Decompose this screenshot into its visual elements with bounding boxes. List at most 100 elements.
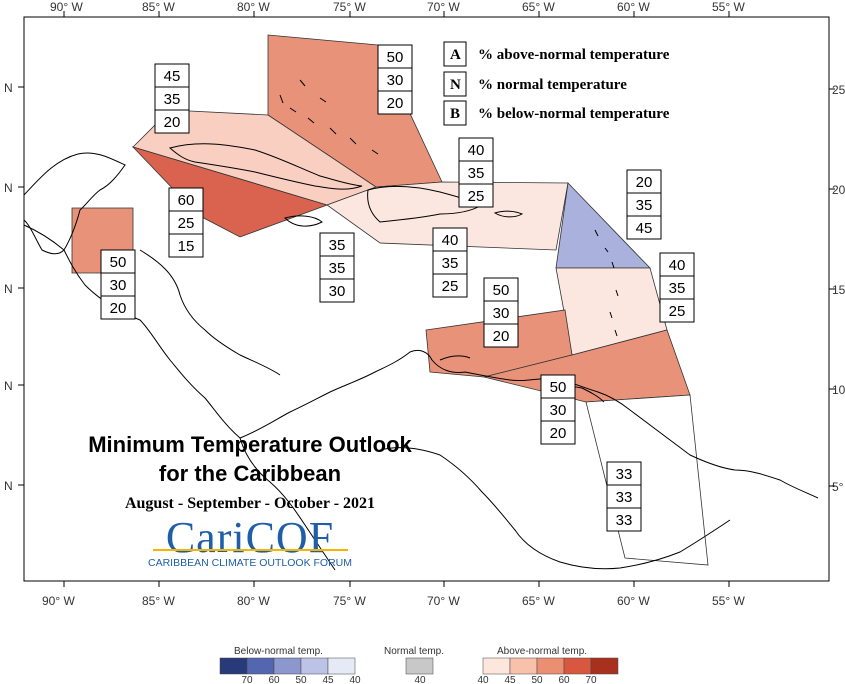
lat-label-right-5: 5° [832,480,844,494]
lon-label-top-90: 90° W [50,0,83,14]
bottom-longitude-labels: 90° W 85° W 80° W 75° W 70° W 65° W 60° … [42,594,745,608]
prob-value-above: 50 [110,254,127,271]
below-swatch-3 [300,657,329,675]
prob-value-normal: 33 [616,489,633,506]
lesser-antilles-islands [594,229,619,337]
prob-value-below: 20 [387,95,404,112]
prob-value-above: 40 [669,257,686,274]
prob-value-above: 50 [550,379,567,396]
lon-label-top-65: 65° W [522,0,555,14]
yucatan-coast [23,152,126,255]
prob-value-below: 33 [616,512,633,529]
right-latitude-labels: 25° 20° 15° 10° 5° [832,83,845,494]
lon-label-top-80: 80° W [237,0,270,14]
prob-cell-below [154,109,190,134]
map-title-line2: for the Caribbean [159,461,341,486]
prob-value-below: 20 [493,328,510,345]
legend-normal-label: Normal temp. [384,646,444,657]
above-swatch-2 [536,657,565,675]
lon-label-bottom-70: 70° W [427,594,460,608]
prob-value-above: 45 [164,68,181,85]
lat-label-left-15: N [4,282,13,296]
above-swatch-3 [563,657,592,675]
prob-value-normal: 25 [178,215,195,232]
venezuela-inland-border [379,447,731,570]
prob-value-normal: 30 [110,277,127,294]
prob-cell-below [606,507,642,532]
below-tick-0: 70 [241,675,253,684]
prob-cell-below [540,420,576,445]
prob-value-normal: 35 [636,197,653,214]
prob-value-above: 60 [178,192,195,209]
lon-label-bottom-90: 90° W [42,594,75,608]
probability-labels: 50 30 20 45 35 20 60 25 15 50 30 20 35 35 30 40 35 25 40 35… [100,44,695,532]
hispaniola-coast [367,185,484,223]
prob-value-below: 30 [329,283,346,300]
normal-swatch [405,657,434,675]
prob-cell-below [377,90,413,115]
prob-value-below: 25 [442,278,459,295]
lat-label-left-20: N [4,181,13,195]
above-tick-4: 70 [585,675,597,684]
above-swatch-0 [482,657,511,675]
lat-label-left-25: N [4,81,13,95]
below-tick-2: 50 [295,675,307,684]
above-tick-3: 60 [558,675,570,684]
prob-cell-below [100,295,136,320]
prob-box-guianas: 33 33 33 [606,461,642,532]
map-title-line1: Minimum Temperature Outlook [88,432,412,457]
lon-label-bottom-65: 65° W [522,594,555,608]
prob-value-below: 25 [468,188,485,205]
prob-box-belize: 50 30 20 [100,249,136,320]
above-swatch-4 [590,657,619,675]
map-title-block: Minimum Temperature Outlook for the Cari… [88,432,412,512]
frame-ticks [18,11,835,587]
prob-value-normal: 30 [387,72,404,89]
prob-value-above: 40 [468,142,485,159]
lon-label-bottom-55: 55° W [712,594,745,608]
prob-box-cayman: 60 25 15 [168,187,204,258]
below-swatch-2 [273,657,302,675]
prob-box-hispaniola-pr: 40 35 25 [432,227,468,298]
lon-label-top-55: 55° W [712,0,745,14]
prob-value-above: 50 [387,49,404,66]
prob-value-above: 33 [616,466,633,483]
lon-label-top-70: 70° W [427,0,460,14]
cuba-coast [168,143,363,190]
lat-label-right-15: 15° [832,283,845,297]
coastlines [23,79,819,571]
key-text-n: % normal temperature [478,77,627,93]
lon-label-bottom-80: 80° W [237,594,270,608]
honduras-coast [139,249,281,376]
prob-box-jamaica: 35 35 30 [319,232,355,303]
prob-value-below: 25 [669,303,686,320]
key-box-n [443,71,467,97]
prob-box-trinidad: 50 30 20 [540,374,576,445]
key-letter-b: B [450,106,460,122]
legend-below-label: Below-normal temp. [234,646,323,657]
prob-value-normal: 30 [493,305,510,322]
lat-label-left-5: N [4,479,13,493]
lon-label-bottom-75: 75° W [333,594,366,608]
logo-wordmark: CariCOF [166,513,334,562]
prob-value-normal: 35 [669,280,686,297]
prob-box-windward: 40 35 25 [659,252,695,323]
jamaica-coast [284,215,323,227]
lon-label-top-75: 75° W [333,0,366,14]
bahamas-islands [279,79,379,155]
below-swatch-0 [219,657,248,675]
prob-cell-below [432,273,468,298]
prob-box-bahamas-ne: 50 30 20 [377,44,413,115]
prob-value-normal: 35 [468,165,485,182]
above-tick-2: 50 [531,675,543,684]
above-tick-0: 40 [477,675,489,684]
below-tick-1: 60 [268,675,280,684]
map-period: August - September - October - 2021 [125,495,375,512]
puerto-rico-coast [493,210,524,218]
lat-label-right-25: 25° [832,83,845,97]
prob-box-hispaniola-north: 40 35 25 [458,137,494,208]
key-letter-n: N [450,77,461,93]
lon-label-top-60: 60° W [617,0,650,14]
prob-value-above: 40 [442,232,459,249]
